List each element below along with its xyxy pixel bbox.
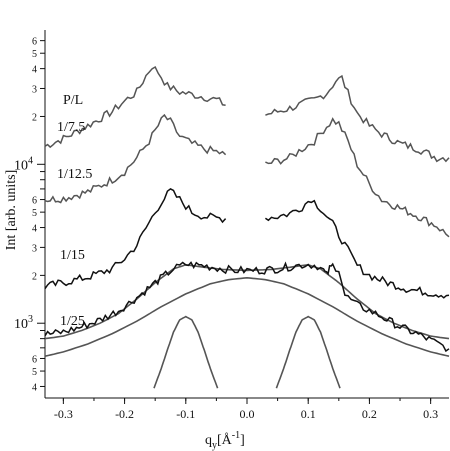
x-tick-label: 0.2 [362,407,377,421]
series-line [265,74,450,163]
y-minor-tick-label: 3 [32,84,37,95]
x-tick-label: 0.0 [240,407,255,421]
y-minor-tick-label: 6 [32,37,37,48]
data-series [44,65,450,353]
y-minor-tick-label: 2 [32,271,37,282]
y-minor-tick-label: 5 [32,367,37,378]
fit-total-line [44,263,450,340]
y-minor-tick-label: 4 [32,382,37,393]
x-tick-label: -0.1 [176,407,195,421]
y-major-tick-label: 103 [14,314,33,332]
fit-curves [44,263,450,389]
x-tick-label: -0.3 [54,407,73,421]
x-tick-label: 0.3 [423,407,438,421]
series-label: 1/15 [60,248,85,263]
series-label: 1/7.5 [57,120,85,135]
fit-broad-line [44,276,450,357]
x-axis-label: qy[Å-1] [205,430,245,451]
series-line [264,199,450,299]
series-line [44,261,450,353]
legend-title: P/L [63,93,83,108]
x-tick-label: -0.2 [115,407,134,421]
y-minor-tick-label: 6 [32,354,37,365]
y-minor-tick-label: 2 [32,112,37,123]
series-label: 1/12.5 [57,167,92,182]
y-minor-tick-label: 5 [32,208,37,219]
series-label: 1/25 [60,314,85,329]
fit-peak-right-line [275,315,341,389]
y-major-tick-label: 104 [14,155,33,173]
y-minor-tick-label: 5 [32,49,37,60]
y-minor-tick-label: 4 [32,224,37,235]
x-tick-label: 0.1 [301,407,316,421]
y-minor-tick-label: 4 [32,65,37,76]
y-minor-tick-label: 6 [32,196,37,207]
series-line [265,117,450,238]
chart-axes: -0.3 -0.2 -0.1 0.0 0.1 0.2 0.31031044562345623… [14,30,449,421]
fit-peak-left-line [153,315,219,389]
series-labels: P/L 1/7.5 1/12.5 1/15 1/25 [57,93,92,329]
y-minor-tick-label: 3 [32,243,37,254]
series-line [44,65,226,149]
series-line [44,188,227,290]
y-axis-label: Int [arb. units] [4,170,19,250]
series-line [44,113,227,204]
